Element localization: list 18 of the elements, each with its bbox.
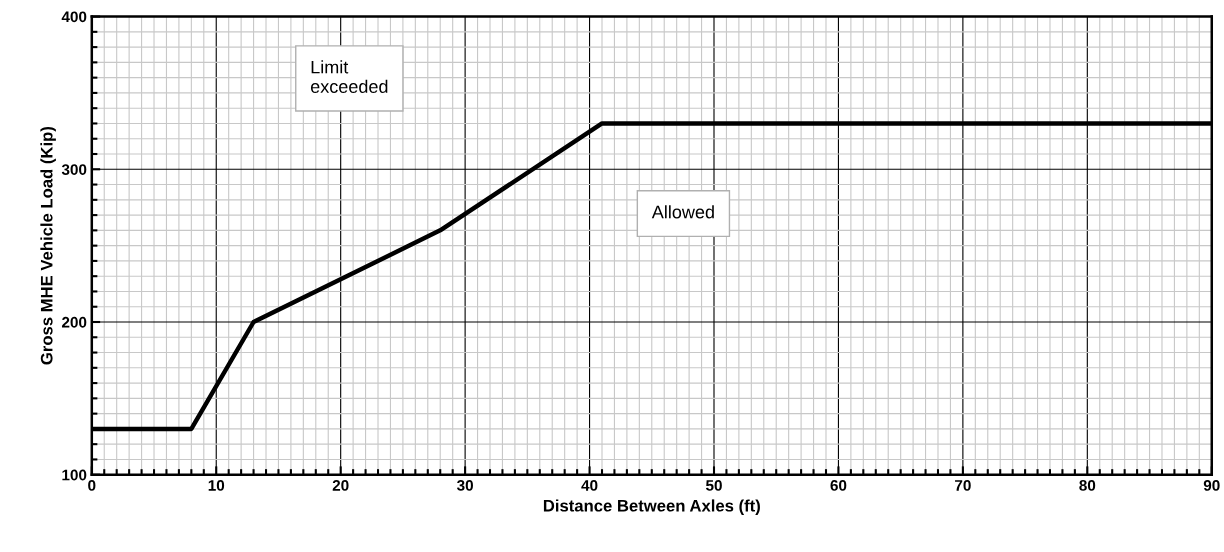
x-axis-title: Distance Between Axles (ft)	[543, 499, 760, 515]
y-tick-label: 300	[61, 164, 87, 175]
x-tick-label: 90	[1203, 479, 1220, 491]
annotation: Limit exceeded	[310, 60, 388, 93]
x-tick-label: 20	[332, 479, 349, 491]
x-tick-label: 10	[208, 479, 225, 491]
y-tick-label: 200	[61, 316, 87, 328]
y-axis-title: Gross MHE Vehicle Load (Kip)	[40, 126, 56, 365]
x-tick-label: 60	[830, 479, 847, 491]
annotation: Allowed	[651, 205, 714, 219]
x-tick-label: 80	[1079, 479, 1096, 491]
y-tick-label: 400	[61, 11, 87, 23]
x-tick-label: 40	[581, 479, 598, 491]
x-tick-label: 70	[955, 479, 971, 491]
x-tick-label: 0	[88, 479, 96, 491]
x-tick-label: 50	[705, 479, 722, 491]
y-tick-label: 100	[62, 469, 87, 481]
x-tick-label: 30	[456, 479, 473, 491]
